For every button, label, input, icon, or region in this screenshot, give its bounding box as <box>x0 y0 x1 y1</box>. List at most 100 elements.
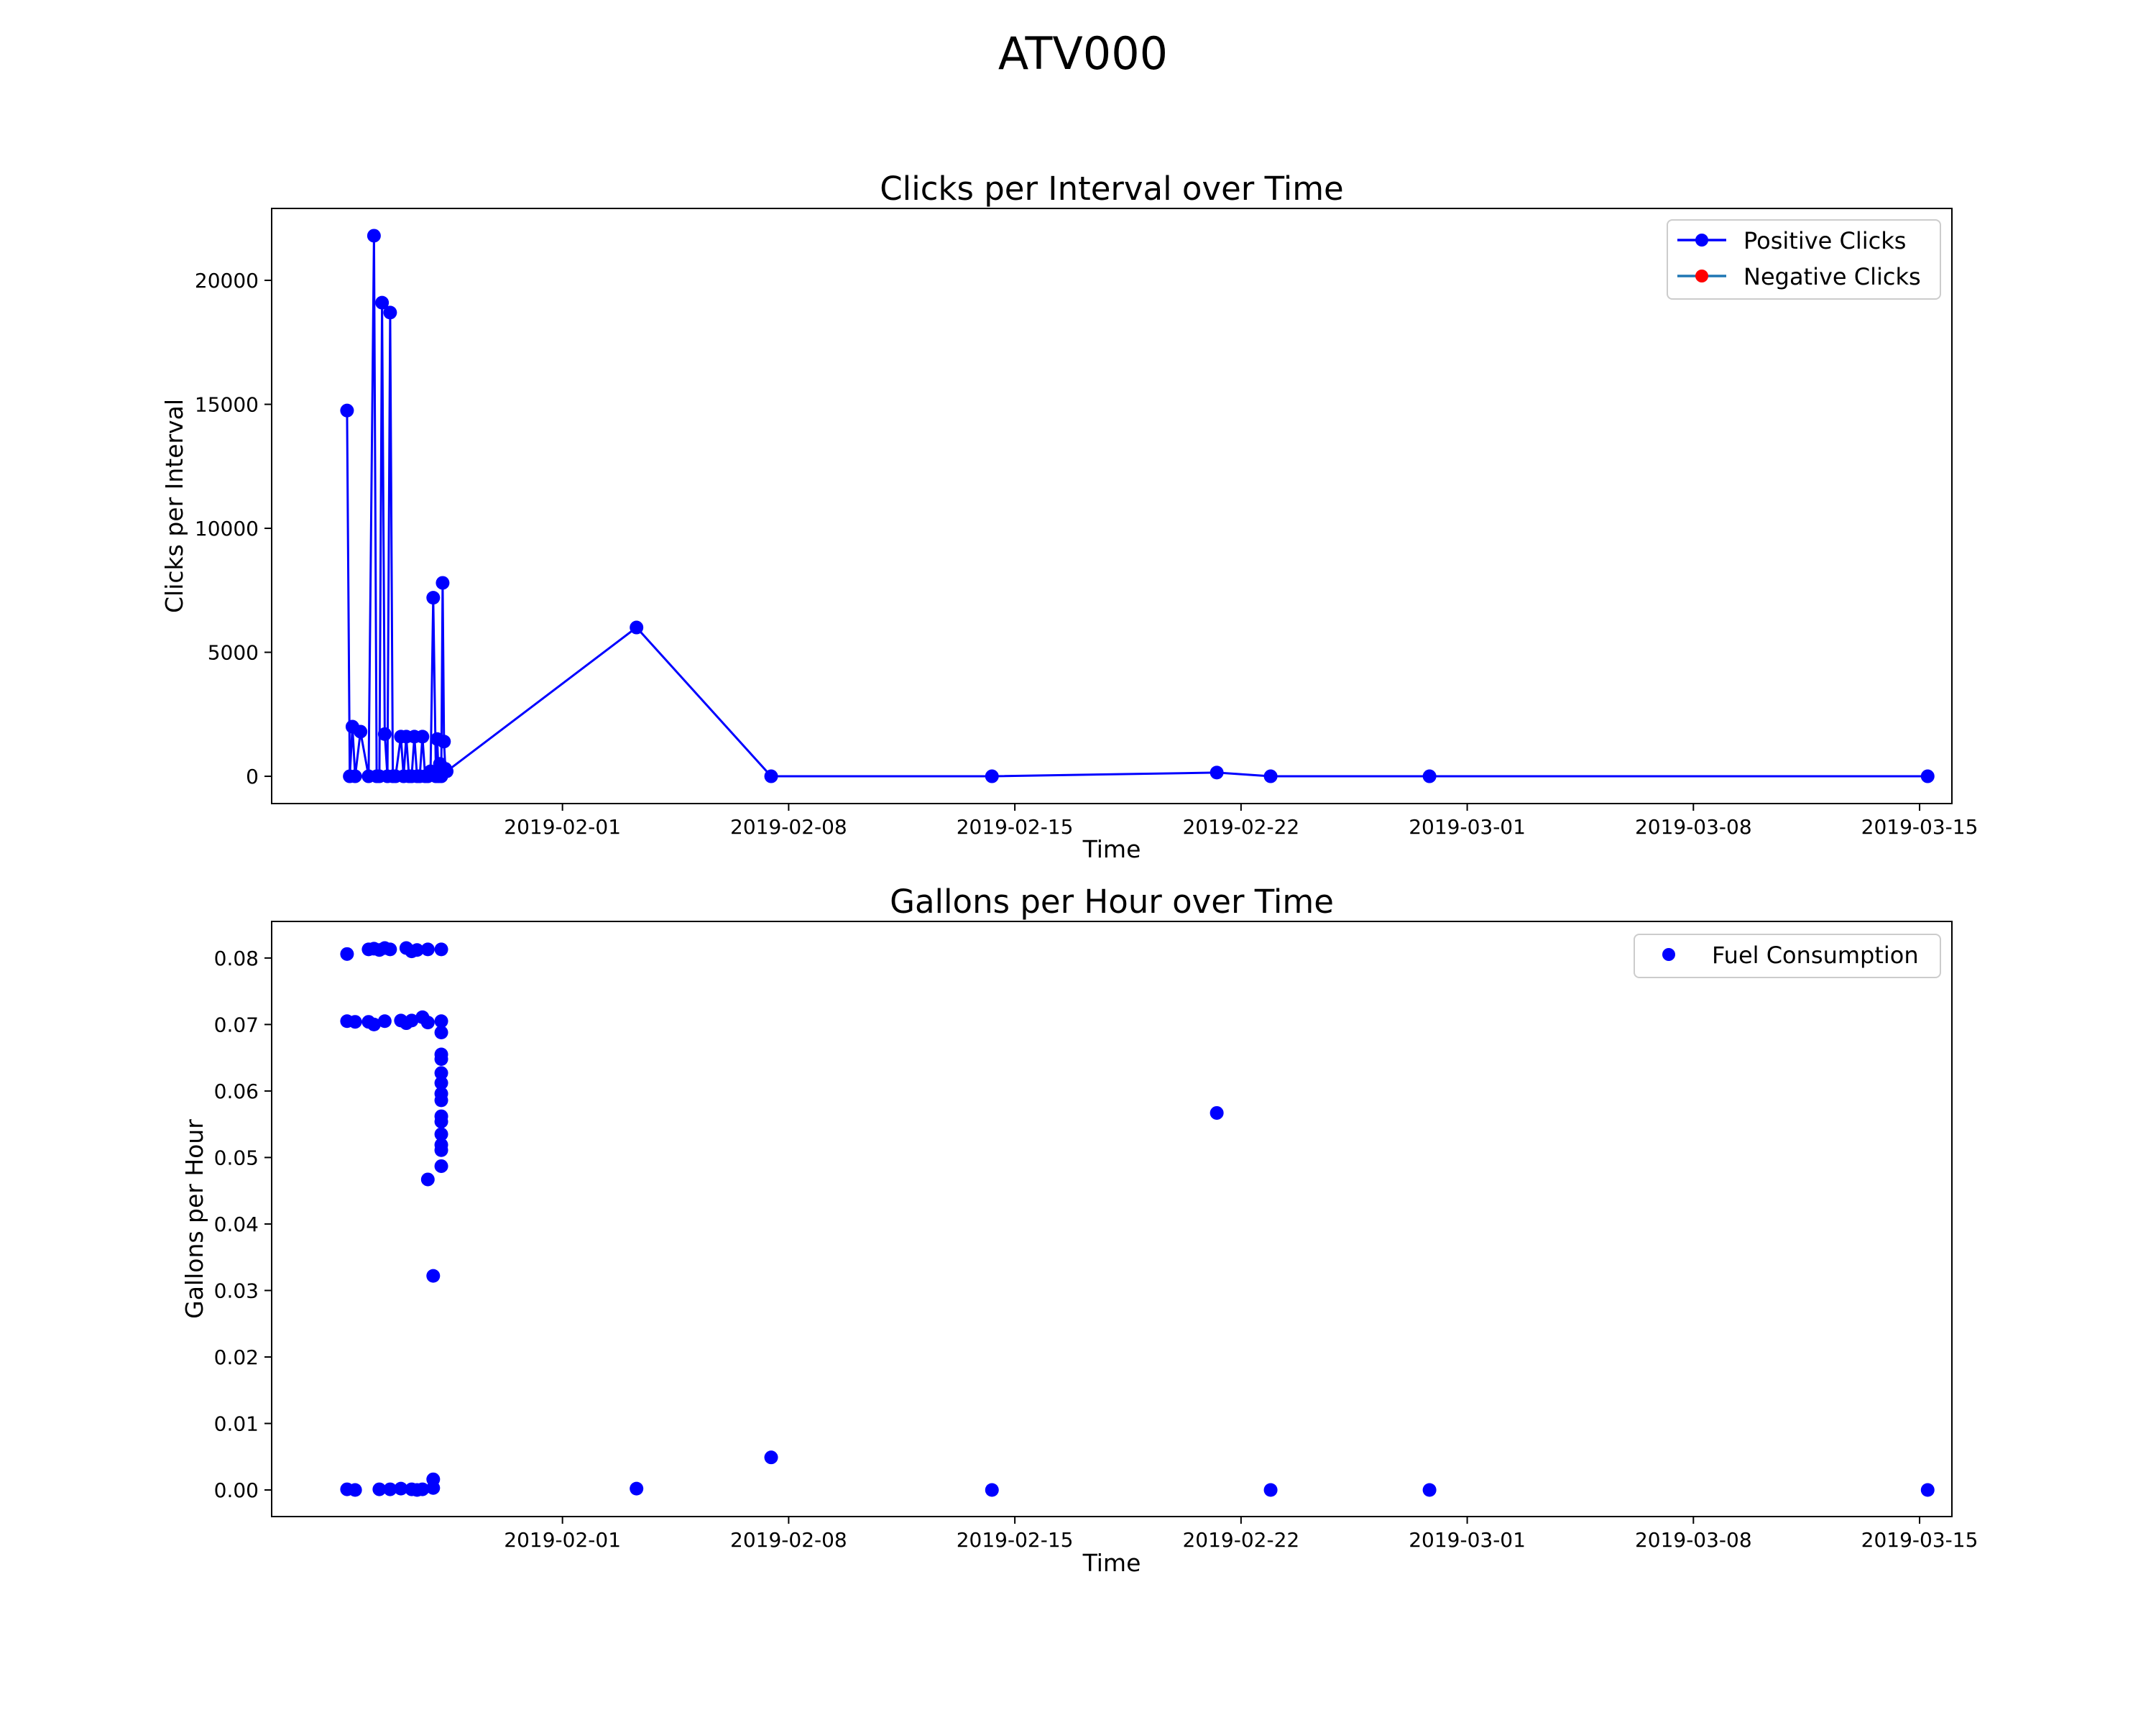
fuel-chart-legend: Fuel Consumption <box>1634 934 1941 978</box>
clicks-data-point <box>367 229 381 243</box>
clicks-chart-ylabel: Clicks per Interval <box>160 399 188 613</box>
fuel-data-point <box>372 1482 387 1496</box>
fuel-xtick-label: 2019-03-15 <box>1861 1528 1978 1552</box>
clicks-data-point <box>1920 769 1935 783</box>
fuel-xtick-label: 2019-02-15 <box>957 1528 1074 1552</box>
clicks-data-point <box>354 724 368 739</box>
fuel-legend-frame <box>1634 934 1941 978</box>
clicks-data-point <box>426 591 441 605</box>
clicks-ytick-label: 10000 <box>195 517 259 540</box>
clicks-ytick-label: 0 <box>246 765 259 788</box>
fuel-ytick-label: 0.01 <box>214 1412 259 1435</box>
clicks-data-point <box>1263 769 1278 783</box>
clicks-data-point <box>985 769 999 783</box>
fuel-data-point <box>405 1013 419 1028</box>
fuel-ytick-label: 0.05 <box>214 1146 259 1169</box>
fuel-data-point <box>383 942 397 957</box>
fuel-chart-marks <box>340 941 1935 1497</box>
fuel-data-point <box>348 1015 362 1029</box>
clicks-data-point <box>437 735 451 749</box>
fuel-data-point <box>410 943 424 957</box>
legend-fuel-label: Fuel Consumption <box>1712 942 1919 969</box>
fuel-xtick-label: 2019-02-08 <box>730 1528 847 1552</box>
fuel-ytick-label: 0.03 <box>214 1279 259 1302</box>
fuel-data-point <box>1263 1483 1278 1497</box>
fuel-data-point <box>434 1076 448 1090</box>
fuel-data-point <box>434 1143 448 1157</box>
fuel-xtick-label: 2019-02-22 <box>1182 1528 1299 1552</box>
fuel-data-point <box>434 1052 448 1067</box>
fuel-chart-ylabel: Gallons per Hour <box>180 1119 208 1319</box>
clicks-chart-legend: Positive Clicks Negative Clicks <box>1667 219 1941 300</box>
legend-fuel-marker <box>1662 948 1675 961</box>
fuel-data-point <box>434 1114 448 1128</box>
fuel-xtick-label: 2019-03-08 <box>1635 1528 1752 1552</box>
clicks-data-point <box>375 295 390 310</box>
clicks-chart-xlabel: Time <box>1082 835 1141 863</box>
clicks-xtick-label: 2019-03-15 <box>1861 815 1978 839</box>
clicks-chart-marks <box>340 229 1935 783</box>
clicks-chart-title: Clicks per Interval over Time <box>880 170 1343 208</box>
fuel-chart: Gallons per Hour over Time 2019-02-01 201… <box>180 883 1978 1577</box>
clicks-data-point <box>415 730 430 744</box>
fuel-ytick-label: 0.07 <box>214 1013 259 1036</box>
fuel-ytick-label: 0.06 <box>214 1080 259 1103</box>
clicks-xtick-label: 2019-02-15 <box>957 815 1074 839</box>
clicks-data-point <box>383 305 397 320</box>
clicks-ytick-label: 20000 <box>195 269 259 293</box>
fuel-data-point <box>434 1014 448 1029</box>
fuel-data-point <box>434 1159 448 1173</box>
clicks-data-point <box>764 769 778 783</box>
fuel-data-point <box>420 1016 435 1030</box>
fuel-ytick-label: 0.00 <box>214 1478 259 1502</box>
fuel-data-point <box>1210 1105 1224 1120</box>
fuel-ytick-label: 0.08 <box>214 947 259 970</box>
clicks-xtick-label: 2019-02-22 <box>1182 815 1299 839</box>
clicks-data-point <box>348 769 362 783</box>
clicks-chart-x-ticks: 2019-02-01 2019-02-08 2019-02-15 2019-02-22… <box>504 804 1978 839</box>
clicks-data-point <box>436 576 450 590</box>
fuel-data-point <box>1920 1483 1935 1497</box>
fuel-data-point <box>985 1483 999 1497</box>
fuel-data-point <box>434 1127 448 1141</box>
clicks-ytick-label: 15000 <box>195 393 259 417</box>
clicks-xtick-label: 2019-03-01 <box>1409 815 1526 839</box>
clicks-xtick-label: 2019-02-01 <box>504 815 621 839</box>
fuel-data-point <box>367 1017 381 1031</box>
clicks-ytick-label: 5000 <box>208 641 259 665</box>
legend-negative-marker <box>1695 270 1708 282</box>
legend-negative-label: Negative Clicks <box>1743 263 1921 290</box>
fuel-data-point <box>420 1172 435 1187</box>
fuel-data-point <box>434 1025 448 1039</box>
clicks-data-point <box>340 403 354 418</box>
fuel-ytick-label: 0.04 <box>214 1213 259 1236</box>
clicks-chart: Clicks per Interval over Time 2019-02-01… <box>160 170 1978 863</box>
fuel-chart-x-ticks: 2019-02-01 2019-02-08 2019-02-15 2019-02-22… <box>504 1517 1978 1552</box>
fuel-data-point <box>630 1481 644 1496</box>
fuel-data-point <box>434 1093 448 1108</box>
fuel-data-point <box>340 947 354 961</box>
fuel-data-point <box>377 1014 392 1029</box>
clicks-data-point <box>377 727 392 741</box>
fuel-chart-y-ticks: 0.00 0.01 0.02 0.03 0.04 0.05 0.06 0.07 0.08 <box>214 947 272 1502</box>
fuel-data-point <box>426 1269 441 1283</box>
fuel-chart-axes-frame <box>271 921 1953 1517</box>
clicks-data-point <box>440 764 454 778</box>
fuel-data-point <box>764 1450 778 1465</box>
fuel-chart-xlabel: Time <box>1082 1549 1141 1577</box>
fuel-data-point <box>383 1482 397 1496</box>
clicks-chart-y-ticks: 0 5000 10000 15000 20000 <box>195 269 272 788</box>
fuel-data-point <box>415 1482 430 1496</box>
clicks-xtick-label: 2019-03-08 <box>1635 815 1752 839</box>
clicks-data-point <box>1210 765 1224 780</box>
clicks-series-line <box>346 234 1928 778</box>
figure-suptitle: ATV000 <box>998 27 1168 80</box>
fuel-xtick-label: 2019-02-01 <box>504 1528 621 1552</box>
clicks-chart-axes-frame <box>271 208 1953 804</box>
legend-positive-label: Positive Clicks <box>1743 227 1906 254</box>
fuel-data-point <box>348 1483 362 1497</box>
fuel-data-point <box>420 942 435 957</box>
fuel-data-point <box>394 1481 408 1496</box>
